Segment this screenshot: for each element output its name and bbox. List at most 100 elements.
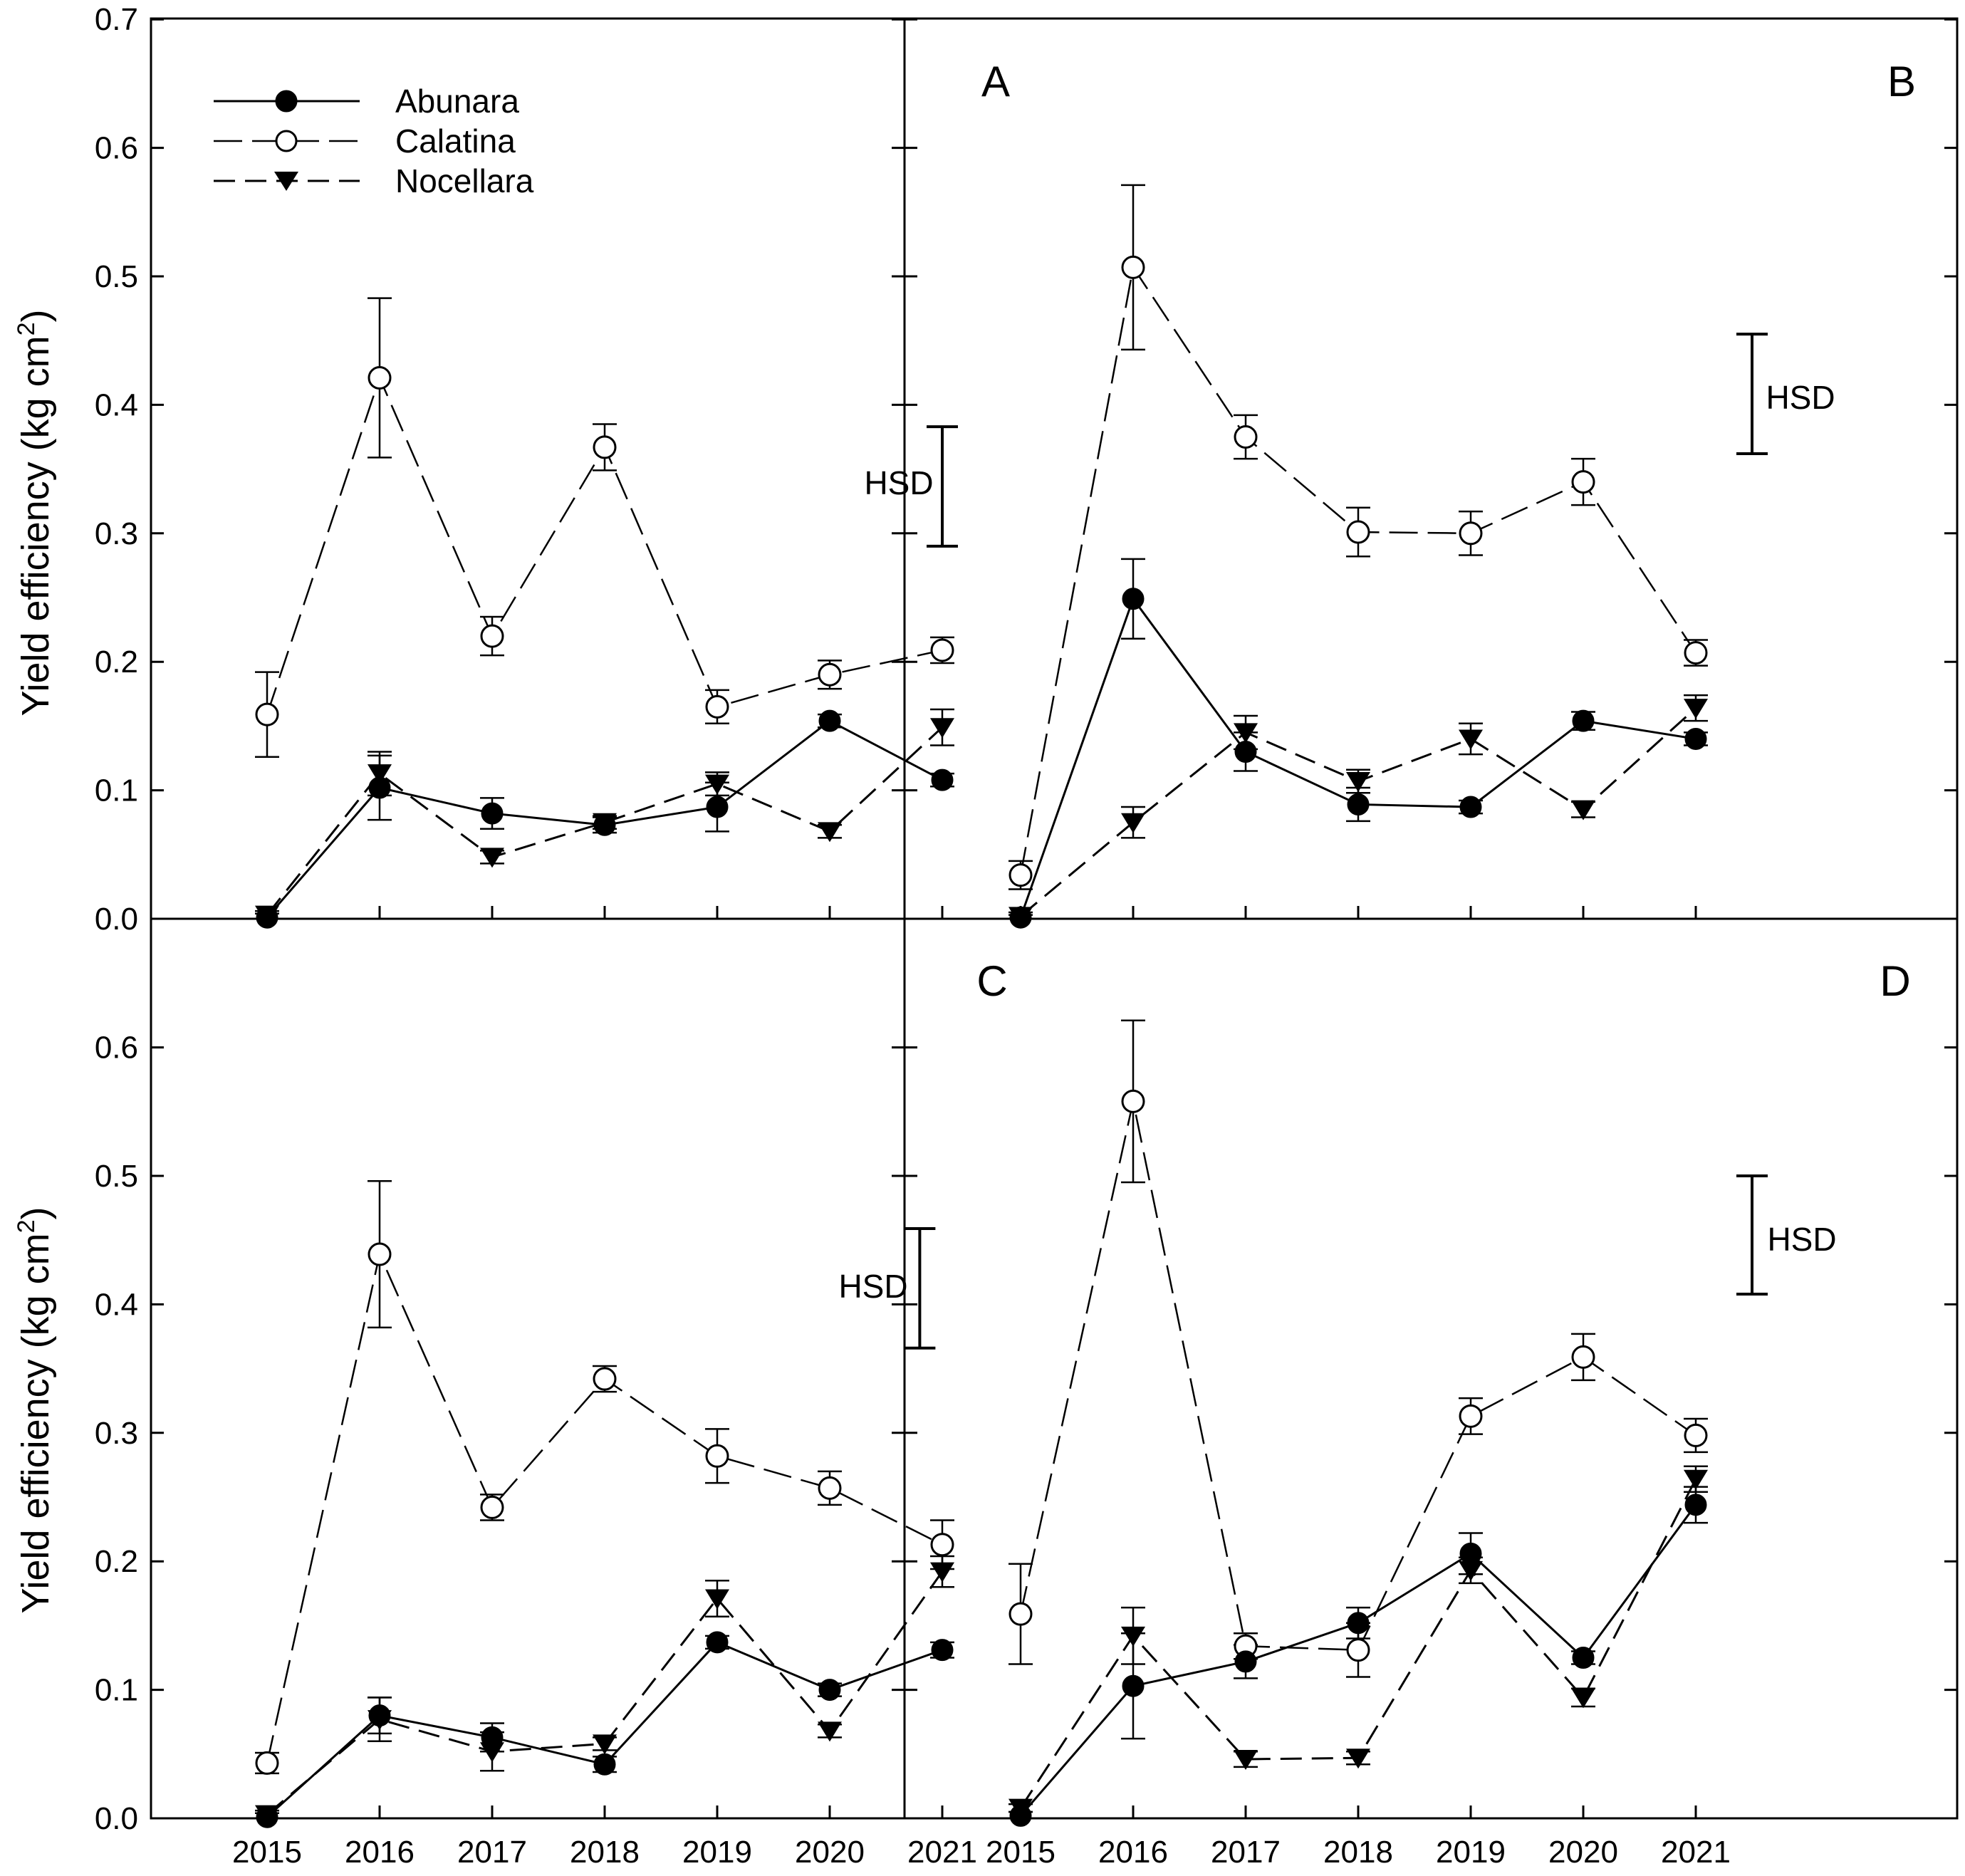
data-point-abunara: [932, 1640, 952, 1660]
data-point-abunara: [1461, 797, 1481, 817]
data-point-calatina: [819, 664, 840, 685]
x-tick-label: 2020: [795, 1835, 865, 1870]
data-point-abunara: [1461, 1543, 1481, 1563]
data-point-calatina: [594, 437, 615, 458]
x-tick-label: 2017: [1211, 1835, 1281, 1870]
data-point-calatina: [481, 625, 503, 647]
data-point-nocellara: [1571, 1688, 1595, 1708]
data-point-abunara: [257, 1807, 277, 1827]
x-tick-label: 2019: [682, 1835, 752, 1870]
top-y-tick-label: 0.7: [95, 2, 138, 37]
data-point-calatina: [819, 1477, 840, 1499]
data-point-calatina: [1573, 1346, 1594, 1367]
legend-item-nocellara: Nocellara: [214, 162, 534, 199]
data-point-abunara: [1236, 741, 1256, 761]
data-point-calatina: [1685, 1424, 1706, 1446]
data-point-calatina: [1122, 1090, 1144, 1112]
panel-c: C HSD: [255, 957, 1008, 1827]
y-axis-title-top: Yield efficiency (kg cm2): [13, 309, 57, 716]
data-point-abunara: [1348, 1613, 1368, 1633]
data-point-nocellara: [1346, 772, 1370, 792]
data-point-nocellara: [1121, 1627, 1145, 1647]
bottom-y-tick-label: 0.6: [95, 1031, 138, 1065]
data-point-abunara: [257, 907, 277, 927]
panel-letter-d: D: [1880, 957, 1910, 1005]
panel-letter-b: B: [1887, 58, 1916, 105]
x-tick-label: 2015: [986, 1835, 1056, 1870]
bottom-y-tick-label: 0.0: [95, 1801, 138, 1836]
data-point-nocellara: [818, 822, 842, 842]
series-line-nocellara: [267, 1572, 942, 1815]
top-y-tick-label: 0.2: [95, 645, 138, 679]
x-tick-label: 2018: [1323, 1835, 1393, 1870]
x-tick-label: 2015: [232, 1835, 302, 1870]
legend-label-abunara: Abunara: [395, 83, 519, 120]
panel-a: AHSD: [255, 58, 1010, 927]
data-point-abunara: [482, 1727, 502, 1747]
legend-item-calatina: Calatina: [214, 123, 516, 160]
data-point-abunara: [1348, 794, 1368, 814]
hsd-label: HSD: [1766, 379, 1835, 416]
data-point-abunara: [820, 1680, 840, 1700]
top-y-tick-label: 0.1: [95, 773, 138, 808]
yield-efficiency-figure: 0.00.10.20.30.40.50.60.70.00.10.20.30.40…: [0, 0, 1965, 1876]
data-point-calatina: [1460, 1405, 1481, 1427]
data-point-abunara: [1686, 729, 1706, 749]
plot-area: 0.0 0.1 0.2 0.3 0.4 0.5 0.6 0.7 0.0 0.1 0.2 0.3 0.4 0…: [95, 2, 1957, 1870]
data-point-calatina: [1235, 427, 1256, 448]
data-point-abunara: [1123, 589, 1143, 609]
panel-letter-c: C: [976, 957, 1007, 1005]
data-point-calatina: [1122, 256, 1144, 278]
data-point-calatina: [256, 1752, 278, 1773]
data-point-abunara: [482, 803, 502, 823]
data-point-abunara: [595, 1754, 615, 1774]
data-point-abunara: [370, 778, 390, 798]
data-point-abunara: [1236, 1652, 1256, 1672]
bottom-y-tick-label: 0.2: [95, 1544, 138, 1579]
x-tick-label: 2017: [457, 1835, 527, 1870]
bottom-y-tick-label: 0.4: [95, 1287, 138, 1322]
data-point-abunara: [1686, 1495, 1706, 1515]
data-point-abunara: [370, 1706, 390, 1726]
data-point-nocellara: [930, 1563, 954, 1583]
data-point-calatina: [932, 640, 953, 661]
data-point-calatina: [707, 1445, 728, 1466]
top-y-tick-label: 0.5: [95, 259, 138, 294]
data-point-abunara: [1011, 907, 1031, 927]
data-point-calatina: [1460, 523, 1481, 544]
x-tick-label: 2021: [1661, 1835, 1731, 1870]
data-point-calatina: [1348, 1640, 1369, 1661]
hsd-label: HSD: [1767, 1221, 1836, 1258]
data-point-calatina: [369, 1244, 390, 1265]
data-point-abunara: [820, 711, 840, 731]
data-point-calatina: [1010, 1603, 1031, 1625]
hsd-label: HSD: [838, 1268, 907, 1305]
data-point-calatina: [707, 696, 728, 717]
data-point-abunara: [595, 815, 615, 835]
legend-label-nocellara: Nocellara: [395, 162, 534, 199]
x-tick-label: 2019: [1436, 1835, 1506, 1870]
data-point-abunara: [1123, 1676, 1143, 1696]
panel-b: B HSD: [1008, 58, 1916, 927]
top-y-tick-label: 0.6: [95, 131, 138, 166]
data-point-abunara: [1573, 1648, 1593, 1668]
legend-label-calatina: Calatina: [395, 123, 516, 160]
x-tick-label: 2016: [345, 1835, 415, 1870]
data-point-calatina: [369, 368, 390, 389]
data-point-abunara: [707, 797, 727, 817]
bottom-y-tick-label: 0.3: [95, 1416, 138, 1451]
data-point-nocellara: [818, 1721, 842, 1741]
legend-marker-abunara: [276, 91, 296, 111]
x-tick-label: 2021: [907, 1835, 977, 1870]
data-point-calatina: [932, 1534, 953, 1555]
data-point-nocellara: [1684, 699, 1708, 719]
bottom-y-tick-label: 0.1: [95, 1673, 138, 1708]
legend: Abunara Calatina Nocellara: [214, 83, 534, 199]
data-point-abunara: [932, 770, 952, 790]
data-point-calatina: [1348, 521, 1369, 543]
data-point-nocellara: [1459, 729, 1483, 749]
x-tick-label: 2020: [1548, 1835, 1618, 1870]
panel-d: D HSD: [1008, 957, 1911, 1825]
top-y-tick-label: 0.3: [95, 516, 138, 551]
data-point-nocellara: [705, 775, 729, 795]
